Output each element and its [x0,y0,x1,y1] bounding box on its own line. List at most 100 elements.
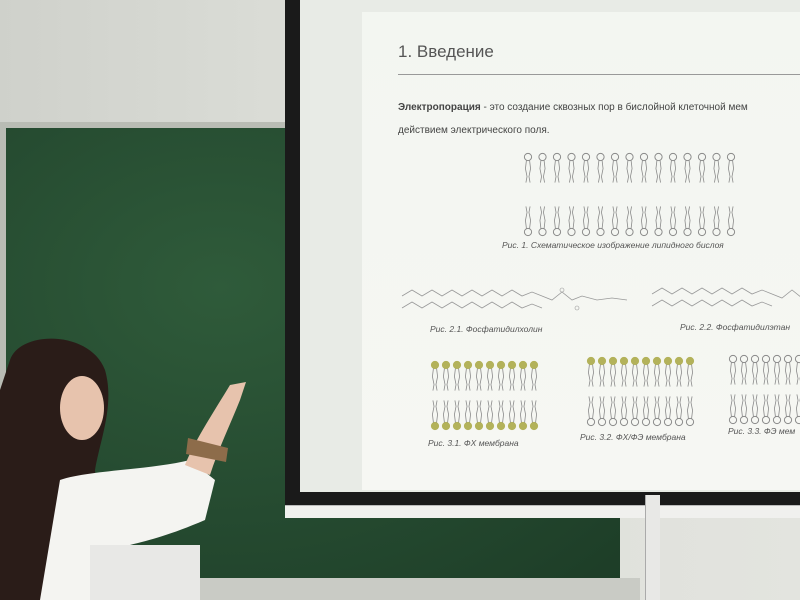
membrane-lipid-top [518,360,528,391]
membrane-lipid-top [739,354,749,385]
membrane-lipid-top [474,360,484,391]
membrane-lipid-bottom [685,396,695,427]
membrane-lipid-bottom [529,400,539,431]
membrane-lipid-top [619,356,629,387]
lipid-top [712,152,721,183]
lipid-bottom [697,206,707,237]
lipid-bottom [668,206,678,237]
membrane-lipid-top [783,354,793,385]
membrane-lipid-top [496,360,506,391]
lipid-bottom [683,206,692,237]
lipid-top [523,152,533,183]
membrane-lipid-bottom [463,400,473,431]
membrane-lipid-top [652,356,662,387]
membrane-lipid-bottom [485,400,495,431]
membrane-lipid-bottom [761,394,771,425]
lipid-bottom [552,206,562,237]
slide-title: 1. Введение [398,42,494,61]
lipid-bottom [639,206,649,237]
membrane-lipid-bottom [750,394,760,425]
membrane-lipid-top [597,356,607,387]
phosphatidylethanolamine-structure [651,287,800,307]
screen-bottom-bar [285,505,800,518]
fig1-caption: Рис. 1. Схематическое изображение липидн… [502,240,724,250]
membrane-lipid-bottom [496,400,506,431]
pe-membrane-diagram [728,354,800,425]
title-divider [398,74,800,75]
lipid-bottom [596,206,605,237]
lipid-top [567,152,576,183]
membrane-lipid-top [750,354,760,385]
lipid-top [596,152,605,183]
phosphatidylcholine-structure [401,287,628,311]
membrane-lipid-bottom [608,396,618,427]
membrane-lipid-bottom [507,400,517,431]
intro-term: Электропорация [398,102,481,113]
membrane-lipid-bottom [652,396,662,427]
lipid-top [581,152,591,183]
membrane-lipid-bottom [674,396,684,427]
membrane-lipid-bottom [772,394,782,425]
membrane-lipid-bottom [430,400,440,431]
lipid-bottom [538,206,547,237]
lipid-top [538,152,547,183]
lipid-top [639,152,649,183]
membrane-lipid-top [463,360,473,391]
intro-line-2: действием электрического поля. [398,125,550,136]
lipid-top [668,152,678,183]
membrane-lipid-top [685,356,695,387]
membrane-lipid-top [452,360,462,391]
membrane-lipid-bottom [663,396,673,427]
membrane-lipid-top [441,360,451,391]
presentation-slide: 1. Введение Электропорация - это создани… [362,12,800,490]
membrane-lipid-bottom [518,400,528,431]
lipid-bilayer-diagram [523,152,736,237]
lipid-top [552,152,562,183]
membrane-lipid-top [630,356,640,387]
fig33-caption: Рис. 3.3. ФЭ мем [728,426,796,436]
membrane-lipid-bottom [739,394,749,425]
lipid-top [654,152,663,183]
pc-pe-membrane-diagram [586,356,695,427]
membrane-lipid-top [507,360,517,391]
lipid-top [726,152,736,183]
membrane-lipid-top [772,354,782,385]
membrane-lipid-top [608,356,618,387]
membrane-lipid-bottom [441,400,451,431]
membrane-lipid-bottom [630,396,640,427]
membrane-lipid-top [485,360,495,391]
membrane-lipid-top [728,354,738,385]
membrane-lipid-bottom [586,396,596,427]
lipid-bottom [625,206,634,237]
membrane-lipid-bottom [783,394,793,425]
lipid-bottom [610,206,620,237]
fig22-caption: Рис. 2.2. Фосфатидилэтан [680,322,791,332]
presenter [0,338,246,600]
membrane-lipid-top [641,356,651,387]
membrane-lipid-bottom [452,400,462,431]
membrane-lipid-bottom [641,396,651,427]
membrane-lipid-top [674,356,684,387]
fig31-caption: Рис. 3.1. ФХ мембрана [428,438,519,448]
membrane-lipid-bottom [474,400,484,431]
membrane-lipid-top [430,360,440,391]
screen-pole [645,495,660,600]
lipid-bottom [726,206,736,237]
membrane-lipid-bottom [597,396,607,427]
membrane-lipid-top [761,354,771,385]
slide-intro-text: Электропорация - это создание сквозных п… [398,96,800,142]
pc-membrane-diagram [430,360,539,431]
lipid-bottom [712,206,721,237]
membrane-lipid-top [529,360,539,391]
lipid-top [683,152,692,183]
membrane-lipid-bottom [728,394,738,425]
lipid-bottom [581,206,591,237]
membrane-lipid-bottom [794,394,800,425]
membrane-lipid-top [663,356,673,387]
fig21-caption: Рис. 2.1. Фосфатидилхолин [430,324,543,334]
lipid-bottom [523,206,533,237]
fig32-caption: Рис. 3.2. ФХ/ФЭ мембрана [580,432,686,442]
membrane-lipid-top [794,354,800,385]
lipid-bottom [567,206,576,237]
lipid-top [697,152,707,183]
